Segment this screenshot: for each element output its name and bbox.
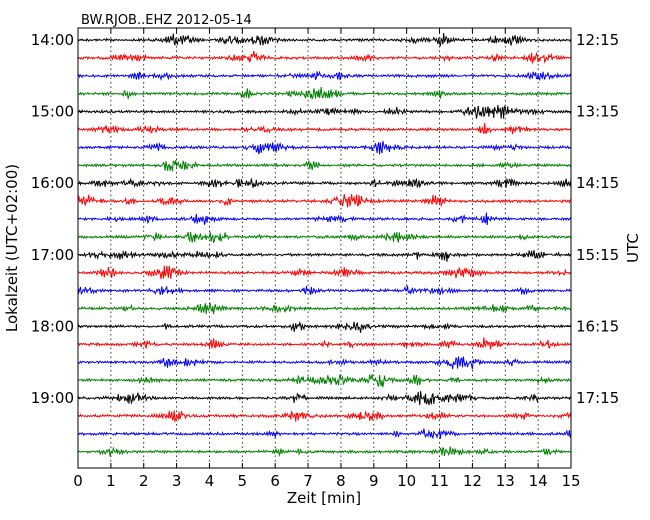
x-axis-ticks: 0 1 2 3 4 5 6 7 8 9 10 11 12 13 14 15 bbox=[73, 28, 581, 490]
x-tick-label: 11 bbox=[430, 472, 449, 490]
y-tick-label-right: 14:15 bbox=[576, 174, 619, 192]
seismogram-trace bbox=[77, 302, 572, 315]
y-tick-label-right: 16:15 bbox=[576, 317, 619, 335]
x-tick-label: 6 bbox=[270, 472, 280, 490]
x-tick-label: 1 bbox=[106, 472, 116, 490]
y-tick-label-left: 17:00 bbox=[31, 246, 74, 264]
y-axis-label-left: Lokalzeit (UTC+02:00) bbox=[3, 164, 21, 332]
x-tick-label: 9 bbox=[369, 472, 379, 490]
seismogram-trace bbox=[77, 428, 572, 439]
y-tick-label-left: 15:00 bbox=[31, 103, 74, 121]
y-tick-label-right: 15:15 bbox=[576, 246, 619, 264]
x-tick-label: 8 bbox=[336, 472, 346, 490]
x-tick-label: 5 bbox=[238, 472, 248, 490]
seismogram-trace bbox=[77, 320, 572, 333]
seismogram-trace bbox=[77, 160, 572, 172]
seismogram-trace bbox=[77, 32, 572, 47]
y-axis-ticks: 14:00 12:15 15:00 13:15 16:00 14:15 17:00 15:15… bbox=[31, 31, 619, 407]
seismogram-trace bbox=[77, 374, 572, 388]
seismogram-trace bbox=[77, 390, 572, 406]
x-tick-label: 2 bbox=[139, 472, 149, 490]
x-tick-label: 12 bbox=[463, 472, 482, 490]
chart-title: BW.RJOB..EHZ 2012-05-14 bbox=[81, 13, 252, 28]
seismogram-trace bbox=[77, 87, 572, 101]
x-axis-label: Zeit [min] bbox=[287, 489, 361, 507]
seismogram-trace bbox=[77, 265, 572, 280]
seismogram-trace bbox=[77, 122, 572, 135]
y-tick-label-right: 17:15 bbox=[576, 389, 619, 407]
seismogram-trace bbox=[77, 50, 572, 65]
y-tick-label-right: 12:15 bbox=[576, 31, 619, 49]
seismogram-trace bbox=[77, 212, 572, 226]
seismogram-trace bbox=[77, 104, 572, 119]
y-tick-label-left: 16:00 bbox=[31, 174, 74, 192]
plot-frame bbox=[77, 27, 572, 469]
x-tick-label: 4 bbox=[205, 472, 215, 490]
y-tick-label-left: 14:00 bbox=[31, 31, 74, 49]
x-tick-label: 3 bbox=[172, 472, 182, 490]
seismogram-trace bbox=[77, 140, 572, 155]
x-tick-label: 10 bbox=[397, 472, 416, 490]
seismogram-trace bbox=[77, 177, 572, 189]
y-tick-label-left: 18:00 bbox=[31, 317, 74, 335]
seismogram-trace bbox=[77, 70, 572, 82]
x-tick-label: 0 bbox=[73, 472, 83, 490]
x-tick-label: 7 bbox=[303, 472, 313, 490]
seismogram-trace bbox=[77, 356, 572, 370]
seismogram-traces bbox=[77, 32, 572, 458]
seismogram-trace bbox=[77, 231, 572, 244]
vertical-grid bbox=[110, 28, 539, 468]
y-tick-label-left: 19:00 bbox=[31, 389, 74, 407]
x-tick-label: 13 bbox=[496, 472, 515, 490]
seismogram-trace bbox=[77, 194, 572, 208]
y-axis-label-right: UTC bbox=[624, 233, 642, 263]
y-tick-label-right: 13:15 bbox=[576, 103, 619, 121]
x-tick-label: 15 bbox=[561, 472, 580, 490]
seismogram-trace bbox=[77, 285, 572, 296]
seismogram-trace bbox=[77, 446, 572, 458]
x-tick-label: 14 bbox=[529, 472, 548, 490]
seismogram-trace bbox=[77, 249, 572, 262]
seismogram-trace bbox=[77, 337, 572, 350]
seismogram-trace bbox=[77, 410, 572, 423]
